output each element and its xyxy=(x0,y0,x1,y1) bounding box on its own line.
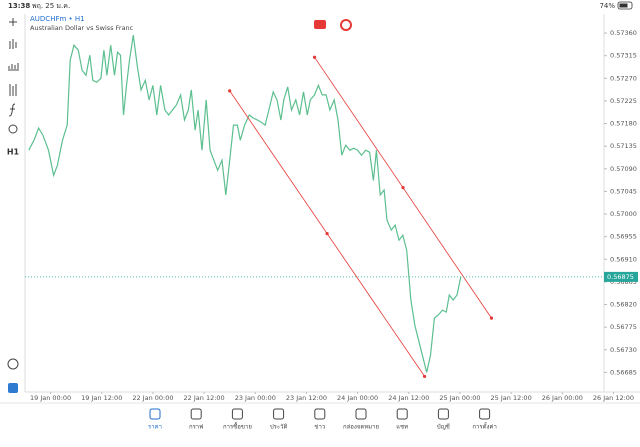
tab-label[interactable]: แชท xyxy=(396,424,408,431)
tab-label[interactable]: ประวัติ xyxy=(270,424,288,431)
app-icon[interactable] xyxy=(8,383,18,393)
tab-label[interactable]: การตั้งค่า xyxy=(472,421,496,431)
battery-level xyxy=(619,3,628,8)
shapes-tool[interactable] xyxy=(8,124,18,134)
tab-icon[interactable] xyxy=(437,408,449,420)
y-tick-label: 0.57135 xyxy=(610,142,637,150)
tab-icon[interactable] xyxy=(231,408,243,420)
price-line xyxy=(28,35,462,373)
x-tick-label: 23 Jan 12:00 xyxy=(286,394,327,402)
chart-subtitle: Australian Dollar vs Swiss Franc xyxy=(30,24,134,32)
y-tick-label: 0.57360 xyxy=(610,29,637,37)
y-tick-label: 0.57000 xyxy=(610,210,637,218)
x-tick-label: 24 Jan 00:00 xyxy=(337,394,378,402)
chart-type-tool[interactable] xyxy=(9,39,17,49)
status-time: 13:38 xyxy=(8,2,30,10)
y-tick-label: 0.57270 xyxy=(610,74,637,82)
y-tick-label: 0.57180 xyxy=(610,120,637,128)
tab-label[interactable]: กราฟ xyxy=(189,424,203,431)
tab-icon[interactable] xyxy=(149,408,161,420)
channel-handle xyxy=(325,232,329,236)
current-price-label: 0.56875 xyxy=(607,273,634,281)
zoom-tool[interactable] xyxy=(7,358,19,370)
y-tick-label: 0.56820 xyxy=(610,301,637,309)
channel-point xyxy=(228,89,232,93)
x-tick-label: 24 Jan 12:00 xyxy=(388,394,429,402)
tab-label[interactable]: ข่าว xyxy=(314,424,325,431)
y-tick-label: 0.56865 xyxy=(610,278,637,286)
tab-icon[interactable] xyxy=(273,408,285,420)
tab-bar: ราคา กราฟ การซื้อขาย ประวัติ ข่าว กล่องจดหมาย… xyxy=(148,408,497,431)
tab-label[interactable]: การซื้อขาย xyxy=(223,421,252,431)
tab-label[interactable]: กล่องจดหมาย xyxy=(343,424,379,431)
crosshair-tool[interactable] xyxy=(9,18,17,26)
y-tick-label: 0.57225 xyxy=(610,97,637,105)
tab-label[interactable]: ราคา xyxy=(148,424,162,431)
indicators-tool[interactable] xyxy=(8,63,19,71)
x-tick-label: 26 Jan 12:00 xyxy=(593,394,634,402)
timeframe[interactable]: H1 xyxy=(7,148,20,157)
function-tool[interactable] xyxy=(8,103,16,117)
status-date: พฤ. 25 ม.ค. xyxy=(32,2,70,10)
x-tick-label: 25 Jan 12:00 xyxy=(491,394,532,402)
tab-icon[interactable] xyxy=(479,408,491,420)
channel-handle xyxy=(401,186,405,190)
x-tick-label: 19 Jan 00:00 xyxy=(30,394,71,402)
x-tick-label: 22 Jan 00:00 xyxy=(132,394,173,402)
channel-point xyxy=(489,316,494,320)
x-tick-label: 25 Jan 00:00 xyxy=(439,394,480,402)
tab-label[interactable]: บัญชี xyxy=(437,423,450,431)
x-tick-label: 23 Jan 00:00 xyxy=(235,394,276,402)
y-tick-label: 0.56955 xyxy=(610,233,637,241)
left-toolbar[interactable] xyxy=(7,18,19,393)
x-tick-label: 19 Jan 12:00 xyxy=(81,394,122,402)
y-tick-label: 0.57315 xyxy=(610,52,637,60)
current-price-box xyxy=(604,271,638,282)
status-battery: 74% xyxy=(599,2,615,10)
plot: 0.56685 0.56730 0.56775 0.56820 0.56865 0.569… xyxy=(25,29,638,402)
tab-icon[interactable] xyxy=(355,408,367,420)
objects-tool[interactable] xyxy=(9,84,17,96)
x-tick-label: 22 Jan 12:00 xyxy=(184,394,225,402)
indicator-button[interactable] xyxy=(340,19,352,31)
x-tick-label: 26 Jan 00:00 xyxy=(542,394,583,402)
channel-point xyxy=(422,374,427,379)
tab-icon[interactable] xyxy=(396,408,408,420)
y-tick-label: 0.56910 xyxy=(610,255,637,263)
y-tick-label: 0.57045 xyxy=(610,187,637,195)
tab-icon[interactable] xyxy=(314,408,326,420)
y-tick-label: 0.56685 xyxy=(610,368,637,376)
y-tick-label: 0.56730 xyxy=(610,346,637,354)
y-tick-label: 0.57090 xyxy=(610,165,637,173)
channel-point xyxy=(312,55,317,59)
battery-icon xyxy=(617,1,633,10)
trade-button[interactable] xyxy=(314,20,326,29)
tab-icon[interactable] xyxy=(190,408,202,420)
y-tick-label: 0.56775 xyxy=(610,323,637,331)
chart-title: AUDCHFm • H1 xyxy=(30,15,85,23)
